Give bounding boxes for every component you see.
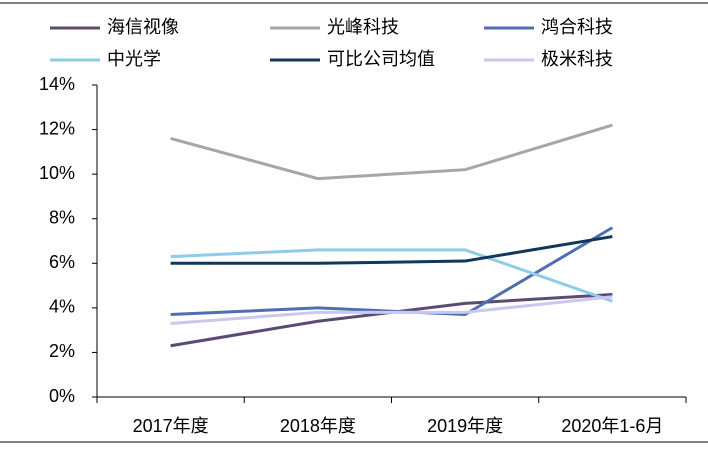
y-tick-label: 6%: [49, 252, 75, 272]
series-line: [170, 235, 613, 265]
series-line: [170, 248, 613, 303]
y-tick-label: 12%: [39, 118, 75, 138]
y-tick-label: 2%: [49, 341, 75, 361]
y-tick-label: 4%: [49, 297, 75, 317]
x-tick-label: 2019年度: [427, 416, 503, 436]
series-line: [170, 292, 613, 348]
x-tick-label: 2018年度: [280, 416, 356, 436]
y-tick-label: 8%: [49, 207, 75, 227]
legend-label: 可比公司均值: [327, 49, 435, 69]
legend-label: 极米科技: [541, 49, 613, 69]
series-line: [170, 226, 614, 317]
series-line: [170, 123, 613, 181]
x-tick-label: 2020年1-6月: [561, 416, 663, 436]
y-tick-label: 0%: [49, 386, 75, 406]
legend-label: 光峰科技: [327, 17, 399, 37]
series-line: [170, 295, 613, 325]
y-tick-label: 10%: [39, 163, 75, 183]
y-tick-label: 14%: [39, 74, 75, 94]
x-tick-label: 2017年度: [133, 416, 209, 436]
legend-label: 海信视像: [107, 17, 179, 37]
legend-label: 鸿合科技: [541, 17, 613, 37]
legend-label: 中光学: [107, 49, 161, 69]
